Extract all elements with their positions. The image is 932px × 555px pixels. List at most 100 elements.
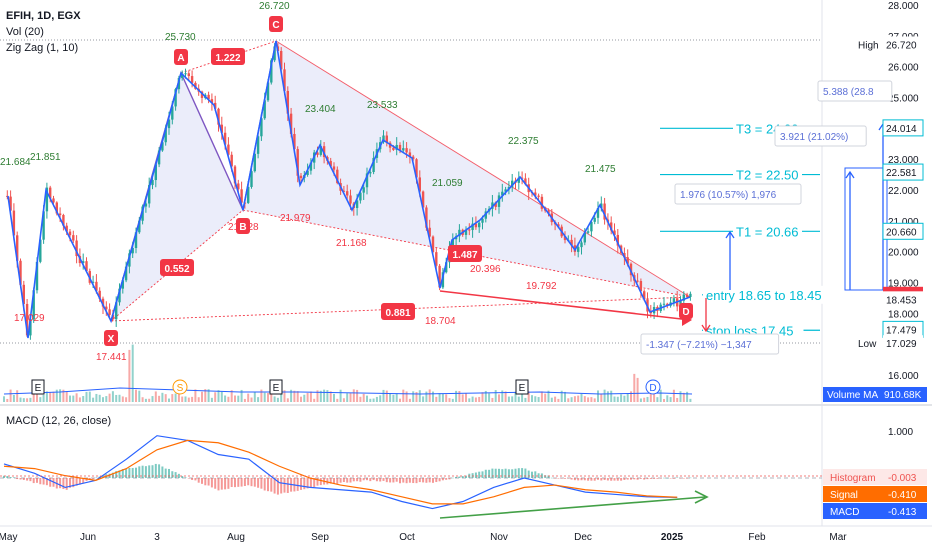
macd-histogram-bar <box>22 478 25 481</box>
macd-histogram-bar <box>260 478 263 489</box>
time-label: Sep <box>311 532 329 543</box>
time-label: Feb <box>748 532 766 543</box>
macd-histogram-bar <box>570 478 573 480</box>
macd-histogram-bar <box>78 478 81 485</box>
candle-body <box>16 235 19 261</box>
volume-bar <box>342 398 345 402</box>
macd-histogram-bar <box>428 478 431 483</box>
macd-histogram-bar <box>339 478 342 483</box>
candle-body <box>441 272 445 288</box>
macd-histogram-bar <box>280 478 283 494</box>
macd-histogram-bar <box>603 478 606 481</box>
price-tick: 22.000 <box>888 186 919 197</box>
macd-histogram-bar <box>141 465 144 478</box>
macd-tag-bg <box>823 469 927 485</box>
volume-bar <box>273 396 276 402</box>
volume-bar <box>527 391 530 402</box>
macd-histogram-bar <box>441 478 444 481</box>
volume-bar <box>570 397 573 402</box>
volume-bar <box>501 390 504 402</box>
price-tag-value: 17.029 <box>886 339 917 350</box>
macd-histogram-bar <box>121 469 124 478</box>
candle-body <box>365 173 369 188</box>
candle-body <box>55 202 58 214</box>
volume-bar <box>102 397 104 402</box>
candle-body <box>672 298 676 303</box>
macd-tag-label: MACD <box>830 507 859 518</box>
time-label: Nov <box>490 532 508 543</box>
volume-bar <box>610 390 613 402</box>
volume-bar <box>201 391 203 402</box>
volume-bar <box>382 389 385 402</box>
volume-bar <box>639 398 642 402</box>
macd-histogram-bar <box>144 466 147 478</box>
candle-body <box>557 224 560 227</box>
macd-histogram-bar <box>349 478 352 483</box>
macd-histogram-bar <box>32 478 35 484</box>
time-label: May <box>0 532 17 543</box>
zigzag-legend[interactable]: Zig Zag (1, 10) <box>6 42 79 54</box>
candle-body <box>296 149 299 176</box>
macd-tag-bg <box>823 486 927 502</box>
volume-bar <box>253 392 256 402</box>
volume-bar <box>164 394 167 402</box>
macd-histogram-bar <box>82 478 85 484</box>
volume-bar <box>55 389 58 402</box>
macd-tag-bg <box>823 503 927 519</box>
volume-bar <box>276 397 279 402</box>
volume-bar <box>461 394 464 402</box>
zigzag-label: 21.684 <box>0 157 31 168</box>
volume-bar <box>197 397 200 402</box>
price-tag-bg <box>882 119 924 137</box>
time-label: 2025 <box>661 532 684 543</box>
zigzag-label: 17.441 <box>96 352 127 363</box>
candle-body <box>425 207 428 228</box>
price-tag-bg <box>882 163 924 181</box>
symbol-legend[interactable]: EFIH, 1D, EGX <box>6 10 81 22</box>
candle-body <box>332 166 336 170</box>
target-label-bg <box>733 222 802 241</box>
macd-histogram-bar <box>653 478 656 479</box>
price-tag-value: 24.014 <box>886 124 917 135</box>
macd-histogram-bar <box>372 478 375 481</box>
zigzag-label: 17.029 <box>14 313 45 324</box>
event-marker-label: E <box>519 383 526 394</box>
volume-bar <box>455 390 458 402</box>
volume-legend[interactable]: Vol (20) <box>6 26 44 38</box>
volume-bar <box>75 393 78 402</box>
price-tag-bg <box>883 36 923 53</box>
zigzag-label: 26.720 <box>259 1 290 12</box>
volume-bar <box>679 391 682 402</box>
candle-body <box>382 135 385 143</box>
measure-label: -1.347 (−7.21%) −1,347 <box>646 340 752 351</box>
macd-histogram-bar <box>557 478 560 479</box>
macd-legend[interactable]: MACD (12, 26, close) <box>6 415 112 427</box>
macd-histogram-bar <box>95 477 98 478</box>
macd-histogram-bar <box>491 468 494 478</box>
volume-bar <box>399 398 401 402</box>
volume-bar <box>333 393 335 402</box>
macd-histogram-bar <box>237 478 240 487</box>
volume-bar <box>184 396 187 402</box>
macd-histogram-bar <box>3 475 5 478</box>
trend-line <box>439 290 691 321</box>
macd-histogram-bar <box>39 478 42 485</box>
macd-histogram-bar <box>181 476 184 478</box>
macd-histogram-bar <box>118 470 121 478</box>
candle-body <box>121 280 124 289</box>
candle-body <box>128 253 131 267</box>
volume-bar <box>168 398 170 402</box>
candle-body <box>250 171 253 187</box>
macd-tag-value: -0.413 <box>888 507 917 518</box>
macd-histogram-bar <box>247 478 250 486</box>
macd-histogram-bar <box>504 468 507 478</box>
macd-tag-label: Signal <box>830 490 858 501</box>
zigzag-label: 18.704 <box>425 316 456 327</box>
pattern-point-badge <box>236 218 250 234</box>
candle-body <box>115 302 118 320</box>
candle-body <box>72 235 75 241</box>
macd-histogram-bar <box>587 478 590 481</box>
target-label-bg <box>733 165 802 184</box>
